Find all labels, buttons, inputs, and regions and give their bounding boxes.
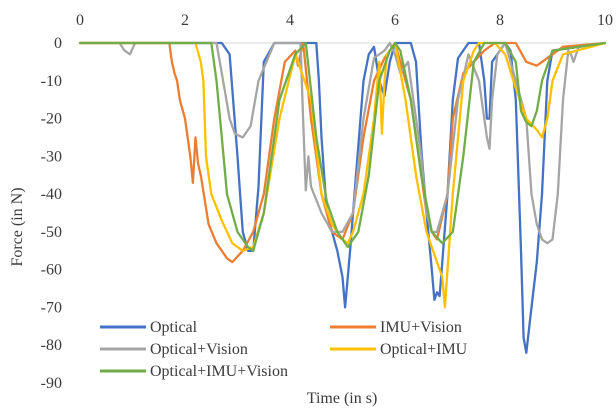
legend-label: Optical+IMU+Vision bbox=[150, 363, 288, 380]
x-tick-label: 0 bbox=[76, 12, 84, 29]
y-axis-title-group: Force (in N) bbox=[9, 187, 26, 266]
x-tick-label: 4 bbox=[286, 12, 294, 29]
y-axis-title: Force (in N) bbox=[9, 187, 26, 266]
series-lines bbox=[78, 41, 607, 354]
legend-label: Optical bbox=[150, 319, 198, 336]
series-line-optical-imu bbox=[78, 41, 607, 309]
y-tick-label: -80 bbox=[41, 337, 62, 354]
y-tick-label: -20 bbox=[41, 111, 62, 128]
y-tick-label: -60 bbox=[41, 262, 62, 279]
y-tick-label: 0 bbox=[54, 35, 62, 52]
y-tick-label: -70 bbox=[41, 299, 62, 316]
x-tick-label: 8 bbox=[496, 12, 504, 29]
series-line-optical bbox=[78, 41, 607, 354]
series-line-imu-vision bbox=[78, 41, 607, 264]
x-tick-label: 2 bbox=[181, 12, 189, 29]
y-tick-label: -50 bbox=[41, 224, 62, 241]
series-line-optical-vision bbox=[78, 41, 607, 245]
x-axis-title: Time (in s) bbox=[307, 390, 378, 407]
legend: Optical IMU+Vision Optical+Vision Optical+I… bbox=[100, 319, 468, 380]
x-tick-labels: 0 2 4 6 8 10 bbox=[76, 12, 613, 29]
legend-label: Optical+Vision bbox=[150, 341, 248, 358]
legend-label: IMU+Vision bbox=[380, 319, 462, 336]
y-tick-label: -10 bbox=[41, 73, 62, 90]
y-tick-labels: 0 -10 -20 -30 -40 -50 -60 -70 -80 -90 bbox=[41, 35, 62, 392]
y-tick-label: -90 bbox=[41, 375, 62, 392]
series-line-optical-imu-vision bbox=[78, 41, 607, 252]
y-tick-label: -30 bbox=[41, 148, 62, 165]
x-tick-label: 10 bbox=[597, 12, 613, 29]
legend-label: Optical+IMU bbox=[380, 341, 468, 358]
y-tick-label: -40 bbox=[41, 186, 62, 203]
x-tick-label: 6 bbox=[391, 12, 399, 29]
